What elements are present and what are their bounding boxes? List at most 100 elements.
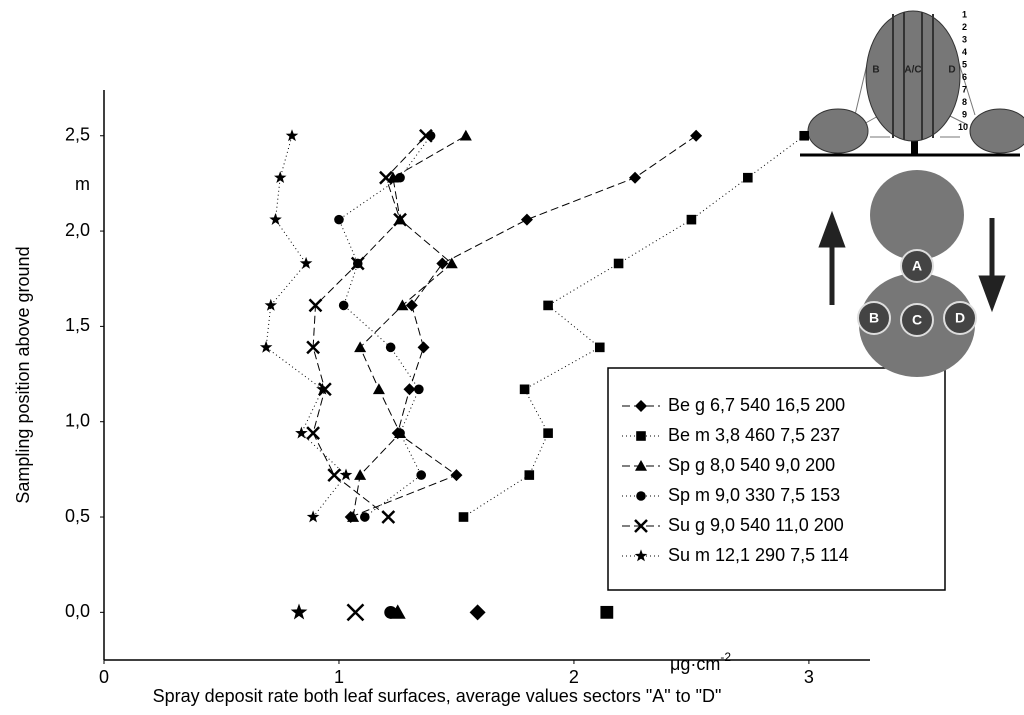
- y-tick-label: 1,0: [65, 410, 90, 430]
- marker: [613, 258, 624, 269]
- marker: [690, 129, 703, 142]
- level-label: 7: [962, 84, 967, 94]
- marker: [636, 491, 646, 501]
- level-label: 9: [962, 109, 967, 119]
- level-label: 8: [962, 97, 967, 107]
- marker: [417, 341, 430, 354]
- marker: [306, 510, 320, 523]
- level-label: 6: [962, 72, 967, 82]
- level-label: 3: [962, 34, 967, 44]
- marker: [458, 512, 469, 522]
- level-label: 2: [962, 22, 967, 32]
- y-tick-label: 0,0: [65, 601, 90, 621]
- marker: [416, 470, 427, 480]
- marker: [384, 605, 398, 619]
- x-unit-base: μg·cm: [670, 654, 720, 674]
- position-label: D: [955, 310, 965, 326]
- series-line: [463, 135, 805, 518]
- marker: [393, 212, 407, 227]
- marker: [743, 172, 753, 183]
- marker: [594, 342, 605, 353]
- marker: [264, 298, 278, 311]
- legend-label: Su g 9,0 540 11,0 200: [668, 515, 844, 535]
- spray-line: [957, 59, 976, 116]
- marker: [396, 299, 409, 311]
- marker: [259, 340, 273, 353]
- marker: [635, 460, 647, 471]
- y-unit: m: [75, 174, 90, 194]
- spray-line: [947, 114, 969, 126]
- marker: [372, 383, 385, 395]
- y-tick-label: 2,5: [65, 125, 90, 145]
- marker: [327, 468, 342, 482]
- sprayer-left: [807, 108, 869, 154]
- marker: [350, 256, 365, 271]
- tractor-front: [870, 170, 964, 260]
- trunk: [911, 135, 918, 155]
- marker: [316, 382, 329, 395]
- marker: [306, 426, 321, 441]
- marker: [405, 299, 418, 312]
- x-unit: μg·cm-2: [670, 650, 731, 674]
- marker: [524, 470, 535, 480]
- marker: [600, 605, 614, 619]
- legend-label: Su m 12,1 290 7,5 114: [668, 545, 849, 565]
- x-unit-exponent: -2: [720, 650, 731, 664]
- marker: [436, 257, 449, 270]
- marker: [274, 171, 287, 183]
- position-label: C: [912, 312, 922, 328]
- marker: [414, 384, 424, 395]
- marker: [445, 257, 458, 269]
- series-line: [338, 135, 432, 518]
- marker: [299, 256, 313, 269]
- marker: [381, 510, 396, 524]
- marker: [686, 214, 697, 225]
- marker: [334, 214, 344, 225]
- marker: [395, 172, 405, 183]
- marker: [360, 512, 370, 522]
- marker: [629, 171, 642, 184]
- legend-label: Sp g 8,0 540 9,0 200: [668, 455, 835, 475]
- x-tick-label: 1: [334, 667, 344, 687]
- legend-label: Be m 3,8 460 7,5 237: [668, 425, 840, 445]
- series-line: [265, 135, 347, 518]
- marker: [636, 431, 646, 441]
- level-label: 4: [962, 47, 967, 57]
- x-axis-label: Spray deposit rate both leaf surfaces, a…: [153, 686, 722, 706]
- position-circle: [900, 303, 934, 337]
- sector-label: A/C: [904, 65, 921, 76]
- marker: [285, 129, 299, 142]
- marker: [459, 129, 472, 141]
- marker: [339, 468, 353, 481]
- arrow-down: [978, 218, 1006, 313]
- marker: [269, 213, 282, 225]
- marker: [635, 400, 647, 412]
- level-label: 10: [958, 122, 968, 132]
- marker: [395, 428, 405, 438]
- position-circle: [900, 249, 934, 283]
- marker: [419, 128, 433, 143]
- x-tick-label: 3: [804, 667, 814, 687]
- marker: [469, 604, 486, 621]
- x-tick-label: 2: [569, 667, 579, 687]
- y-tick-label: 2,0: [65, 220, 90, 240]
- y-tick-label: 0,5: [65, 506, 90, 526]
- arrow-up: [818, 210, 846, 305]
- sector-label: D: [948, 65, 955, 76]
- marker: [346, 603, 365, 622]
- marker: [543, 428, 553, 438]
- level-label: 5: [962, 59, 967, 69]
- marker: [799, 130, 810, 141]
- marker: [354, 341, 367, 353]
- marker: [290, 603, 308, 620]
- marker: [634, 549, 648, 562]
- marker: [634, 519, 648, 533]
- legend-label: Sp m 9,0 330 7,5 153: [668, 485, 840, 505]
- marker: [385, 342, 396, 353]
- legend-label: Be g 6,7 540 16,5 200: [668, 395, 845, 415]
- level-label: 1: [962, 9, 967, 19]
- inset-diagram: B A/C D 1 2 3 4 5 6 7 8 9 10 A B C D: [800, 9, 1024, 377]
- marker: [543, 300, 553, 311]
- marker: [347, 511, 360, 522]
